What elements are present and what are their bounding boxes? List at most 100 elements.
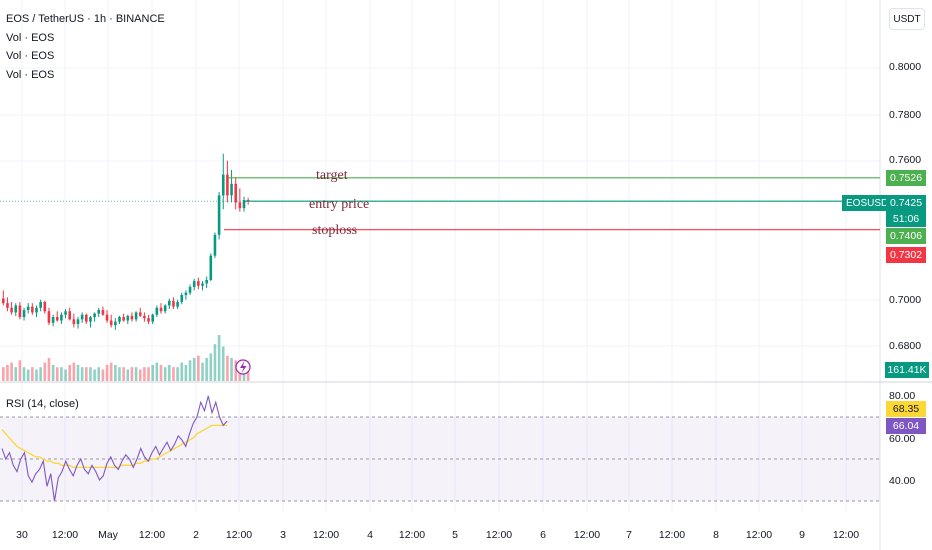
volume-bar: [85, 367, 88, 381]
time-tick: 12:00: [573, 529, 601, 541]
candle-body: [55, 317, 59, 321]
volume-bar: [188, 360, 192, 381]
volume-bar: [163, 367, 167, 381]
time-tick: 6: [540, 529, 546, 541]
volume-bar: [130, 367, 134, 381]
volume-bar: [35, 369, 38, 381]
candle-body: [188, 286, 192, 293]
flash-icon: [240, 361, 247, 373]
volume-bar: [126, 369, 130, 381]
candle-body: [68, 311, 71, 320]
volume-bar: [43, 362, 47, 381]
volume-bar: [18, 360, 22, 381]
volume-bar: [6, 364, 9, 381]
candle-body: [159, 307, 163, 312]
time-tick: 12:00: [485, 529, 513, 541]
volume-bar: [76, 364, 80, 381]
volume-bar: [147, 367, 150, 381]
volume-bar: [226, 355, 229, 381]
price-tick: 0.6800: [889, 340, 922, 352]
candle-body: [109, 320, 113, 326]
target-price-badge: 0.7526: [886, 170, 926, 186]
candle-body: [72, 319, 76, 324]
time-tick: 12:00: [312, 529, 340, 541]
candle-body: [47, 311, 51, 323]
candle-body: [147, 318, 150, 322]
rsi-legend[interactable]: RSI (14, close): [6, 398, 79, 410]
time-tick: 12:00: [51, 529, 79, 541]
volume-bar: [192, 358, 196, 381]
volume-bar: [118, 367, 121, 381]
time-tick: 3: [280, 529, 286, 541]
volume-value-badge: 161.41K: [885, 362, 929, 378]
rsi-tick: 60.00: [889, 433, 916, 445]
time-tick: 4: [367, 529, 373, 541]
volume-bar: [39, 367, 42, 381]
rsi-tick: 80.00: [889, 390, 916, 402]
candle-body: [26, 306, 30, 311]
volume-bar: [246, 371, 250, 381]
time-tick: 2: [193, 529, 199, 541]
candle-body: [89, 317, 92, 322]
candle-body: [85, 314, 88, 322]
rsi-ma-line: [1, 424, 227, 469]
candle-body: [130, 315, 134, 320]
volume-bar: [72, 362, 76, 381]
volume-bar: [172, 367, 175, 381]
volume-bar: [209, 353, 213, 381]
candle-body: [201, 283, 204, 286]
stoploss-annotation[interactable]: stoploss: [312, 223, 358, 238]
time-tick: 12:00: [225, 529, 253, 541]
time-tick: 5: [452, 529, 458, 541]
candle-body: [14, 305, 18, 313]
volume-bar: [47, 358, 51, 381]
entry-price-annotation[interactable]: entry price: [309, 197, 370, 212]
candle-body: [97, 310, 101, 314]
volume-bar: [97, 367, 101, 381]
volume-indicator-label[interactable]: Vol · EOS: [6, 68, 55, 81]
currency-selector[interactable]: USDT: [889, 8, 925, 30]
candle-body: [242, 200, 246, 209]
volume-bar: [14, 367, 18, 381]
volume-bar: [180, 362, 184, 381]
candle-body: [184, 292, 188, 296]
candle-body: [2, 298, 5, 304]
candle-body: [126, 315, 130, 321]
current-price-badge: 0.7425: [886, 195, 926, 211]
candle-body: [192, 281, 196, 287]
volume-bar: [55, 367, 59, 381]
volume-bar: [105, 364, 109, 381]
volume-bar: [26, 369, 30, 381]
time-tick: 8: [713, 529, 719, 541]
candle-body: [197, 281, 200, 286]
volume-bar: [22, 367, 26, 381]
candle-body: [6, 303, 9, 308]
candle-body: [43, 301, 47, 312]
volume-indicator-label[interactable]: Vol · EOS: [6, 31, 55, 44]
price-tick: 0.7600: [889, 154, 922, 166]
rsi-tick: 40.00: [889, 475, 916, 487]
candle-body: [76, 319, 80, 324]
volume-indicator-label[interactable]: Vol · EOS: [6, 50, 55, 62]
volume-bar: [234, 360, 237, 381]
volume-bar: [93, 369, 96, 381]
candle-body: [176, 301, 179, 307]
candle-body: [31, 306, 34, 313]
candle-body: [151, 314, 154, 322]
candle-body: [114, 321, 117, 326]
target-annotation[interactable]: target: [316, 168, 348, 183]
symbol-title[interactable]: EOS / TetherUS · 1h · BINANCE: [6, 13, 165, 25]
candle-body: [205, 279, 208, 284]
volume-bar: [184, 364, 188, 381]
candle-body: [155, 307, 159, 315]
time-tick: 12:00: [745, 529, 773, 541]
time-tick: May: [98, 529, 118, 541]
volume-bar: [221, 346, 225, 381]
time-tick: 9: [799, 529, 805, 541]
volume-bar: [213, 344, 217, 381]
volume-bar: [197, 355, 200, 381]
candle-body: [64, 311, 67, 315]
volume-bar: [230, 358, 233, 381]
price-tick: 0.8000: [889, 61, 922, 73]
